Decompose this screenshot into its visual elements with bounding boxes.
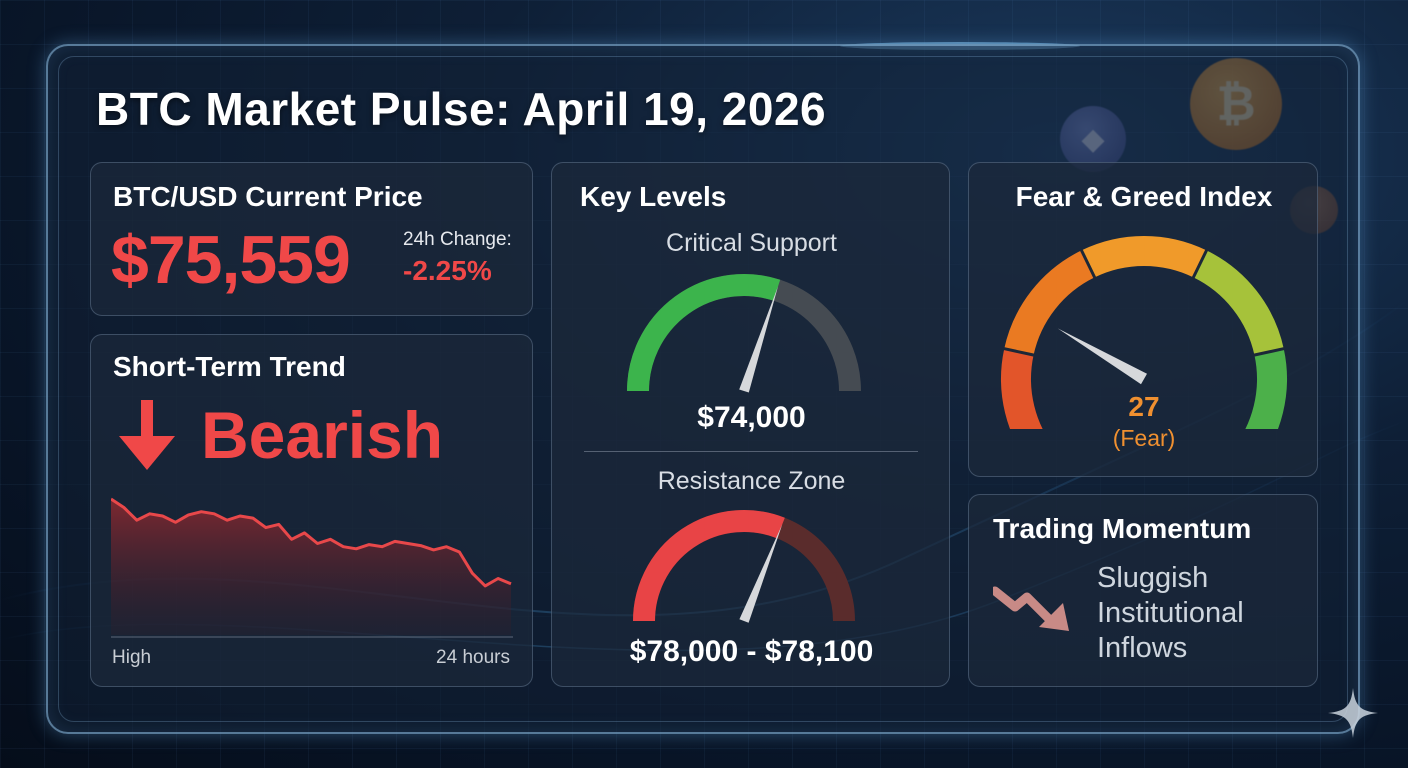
- momentum-line: Institutional: [1097, 597, 1244, 629]
- dashboard-inner-frame: [58, 56, 1348, 722]
- change-label: 24h Change:: [403, 229, 512, 250]
- arrow-down-icon: [119, 400, 175, 470]
- fear-greed-segment-divider: [1002, 347, 1035, 357]
- fear-greed-segment: [1193, 250, 1284, 356]
- resistance-gauge-needle: [739, 524, 783, 623]
- fear-greed-segment-divider: [1079, 248, 1097, 279]
- fear-greed-needle: [1057, 328, 1147, 385]
- axis-label-high: High: [112, 647, 152, 668]
- fear-greed-segment-divider: [1253, 347, 1286, 357]
- levels-divider: [584, 451, 918, 452]
- key-levels-title: Key Levels: [580, 181, 727, 212]
- support-value: $74,000: [697, 401, 806, 434]
- trend-card-title: Short-Term Trend: [113, 351, 346, 382]
- price-card-title: BTC/USD Current Price: [113, 181, 423, 212]
- axis-label-period: 24 hours: [436, 647, 510, 668]
- fear-greed-segment: [1004, 250, 1095, 356]
- momentum-line: Inflows: [1097, 632, 1188, 664]
- fear-greed-value: 27: [1128, 391, 1160, 422]
- resistance-gauge-fill: [633, 510, 785, 622]
- fear-greed-segment-divider: [1191, 248, 1209, 279]
- current-price: $75,559: [111, 222, 351, 298]
- price-card: BTC/USD Current Price $75,559 24h Change…: [90, 162, 533, 316]
- resistance-value: $78,000 - $78,100: [629, 635, 874, 668]
- page-title: BTC Market Pulse: April 19, 2026: [96, 83, 827, 135]
- trend-card: Short-Term Trend Bearish High 24 hours: [90, 334, 533, 687]
- fear-greed-segment: [1245, 348, 1287, 429]
- fear-greed-segment: [1081, 236, 1207, 278]
- support-gauge: [627, 274, 861, 393]
- fear-greed-segment: [1001, 348, 1043, 429]
- key-levels-card: Key Levels Critical Support $74,000 Resi…: [551, 162, 950, 687]
- support-gauge-fill: [627, 274, 781, 392]
- trend-direction: Bearish: [201, 398, 444, 472]
- resistance-label: Resistance Zone: [657, 467, 846, 495]
- support-gauge-needle: [739, 286, 778, 393]
- fear-greed-title: Fear & Greed Index: [1015, 181, 1273, 212]
- change-value: -2.25%: [403, 255, 492, 286]
- fear-greed-gauge: [1001, 236, 1287, 429]
- sparkline-area: [111, 499, 511, 635]
- momentum-title: Trading Momentum: [993, 513, 1252, 544]
- sparkline-line: [111, 497, 512, 588]
- sparkle-icon: [1328, 688, 1378, 738]
- trend-sparkline-chart: [111, 497, 513, 638]
- fear-greed-label: (Fear): [1112, 425, 1176, 451]
- trend-down-icon: [993, 586, 1069, 631]
- trend-indicator: Bearish: [117, 397, 443, 473]
- fear-greed-card: Fear & Greed Index 27 (Fear): [968, 162, 1318, 477]
- support-label: Critical Support: [666, 229, 837, 257]
- momentum-description: Sluggish Institutional Inflows: [1097, 561, 1244, 666]
- momentum-line: Sluggish: [1097, 562, 1209, 594]
- resistance-gauge: [633, 510, 855, 623]
- momentum-card: Trading Momentum Sluggish Institutional …: [968, 494, 1318, 687]
